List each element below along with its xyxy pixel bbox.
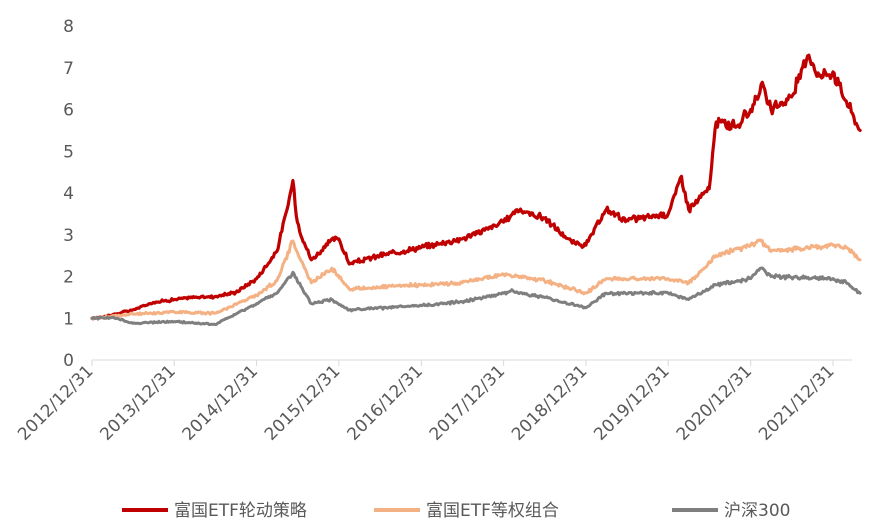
y-axis-ticks: 0 1 2 3 4 5 6 7 8 (63, 17, 74, 371)
y-tick-label: 0 (63, 351, 74, 371)
series-line-2 (90, 238, 862, 320)
series-lines (90, 53, 862, 327)
x-tick-label: 2021/12/31 (755, 361, 838, 444)
y-tick-label: 4 (63, 184, 74, 204)
x-axis-ticks: 2012/12/312013/12/312014/12/312015/12/31… (14, 361, 838, 444)
x-tick-label: 2014/12/31 (179, 361, 262, 444)
x-tick-label: 2013/12/31 (96, 361, 179, 444)
legend-label-2: 富国ETF等权组合 (426, 501, 559, 521)
x-axis (91, 359, 852, 366)
y-tick-label: 5 (63, 142, 74, 162)
x-tick-label: 2012/12/31 (14, 361, 97, 444)
series-line-3 (90, 266, 862, 327)
y-tick-label: 3 (63, 226, 74, 246)
x-tick-label: 2018/12/31 (508, 361, 591, 444)
y-tick-label: 2 (63, 268, 74, 288)
x-tick-label: 2017/12/31 (426, 361, 509, 444)
y-tick-label: 6 (63, 101, 74, 121)
legend-label-3: 沪深300 (724, 501, 790, 521)
x-tick-label: 2019/12/31 (590, 361, 673, 444)
y-tick-label: 1 (63, 309, 74, 329)
series-line-1 (90, 53, 862, 321)
x-tick-label: 2016/12/31 (343, 361, 426, 444)
x-tick-label: 2020/12/31 (673, 361, 756, 444)
x-tick-label: 2015/12/31 (261, 361, 344, 444)
y-tick-label: 7 (63, 59, 74, 79)
legend: 富国ETF轮动策略 富国ETF等权组合 沪深300 (122, 501, 790, 521)
legend-label-1: 富国ETF轮动策略 (174, 501, 307, 521)
y-tick-label: 8 (63, 17, 74, 37)
